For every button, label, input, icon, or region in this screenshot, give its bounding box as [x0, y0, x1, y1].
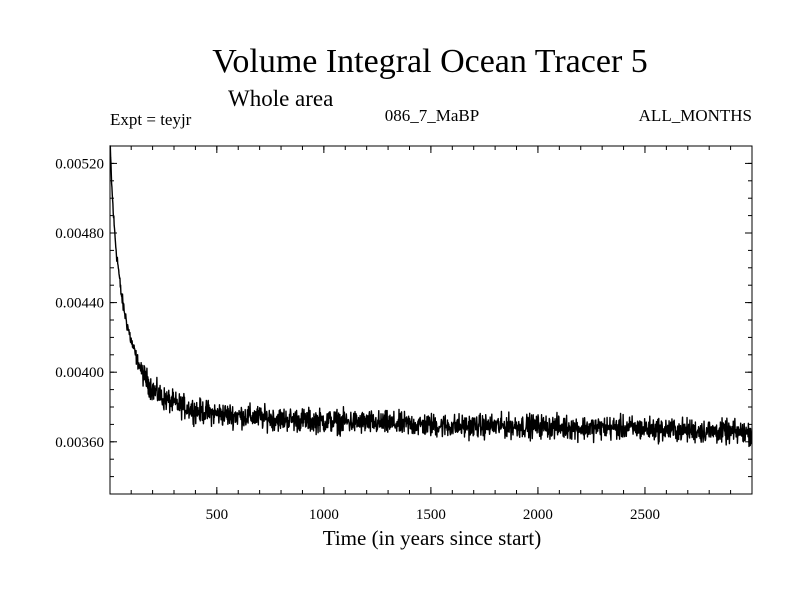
plot-area: 0.00360 0.00400 0.00440 0.00480 0.00520 500 10…	[55, 145, 753, 523]
y-tick-label: 0.00400	[55, 365, 104, 381]
x-tick-label: 2000	[523, 507, 553, 523]
y-tick-label: 0.00440	[55, 296, 104, 312]
x-tick-label: 2500	[630, 507, 660, 523]
y-tick-label: 0.00360	[55, 435, 104, 451]
y-tick-label: 0.00480	[55, 226, 104, 242]
y-tick-label: 0.00520	[55, 156, 104, 172]
x-axis-label: Time (in years since start)	[323, 526, 542, 550]
x-tick-label: 1500	[416, 507, 446, 523]
series-line	[109, 145, 753, 448]
chart-title: Volume Integral Ocean Tracer 5	[212, 43, 648, 80]
x-tick-label: 500	[206, 507, 229, 523]
run-label: 086_7_MaBP	[385, 106, 479, 125]
months-label: ALL_MONTHS	[639, 106, 752, 125]
plot-frame	[109, 145, 753, 495]
x-tick-label: 1000	[309, 507, 339, 523]
experiment-label: Expt = teyjr	[110, 110, 192, 129]
chart-subtitle: Whole area	[228, 86, 333, 111]
